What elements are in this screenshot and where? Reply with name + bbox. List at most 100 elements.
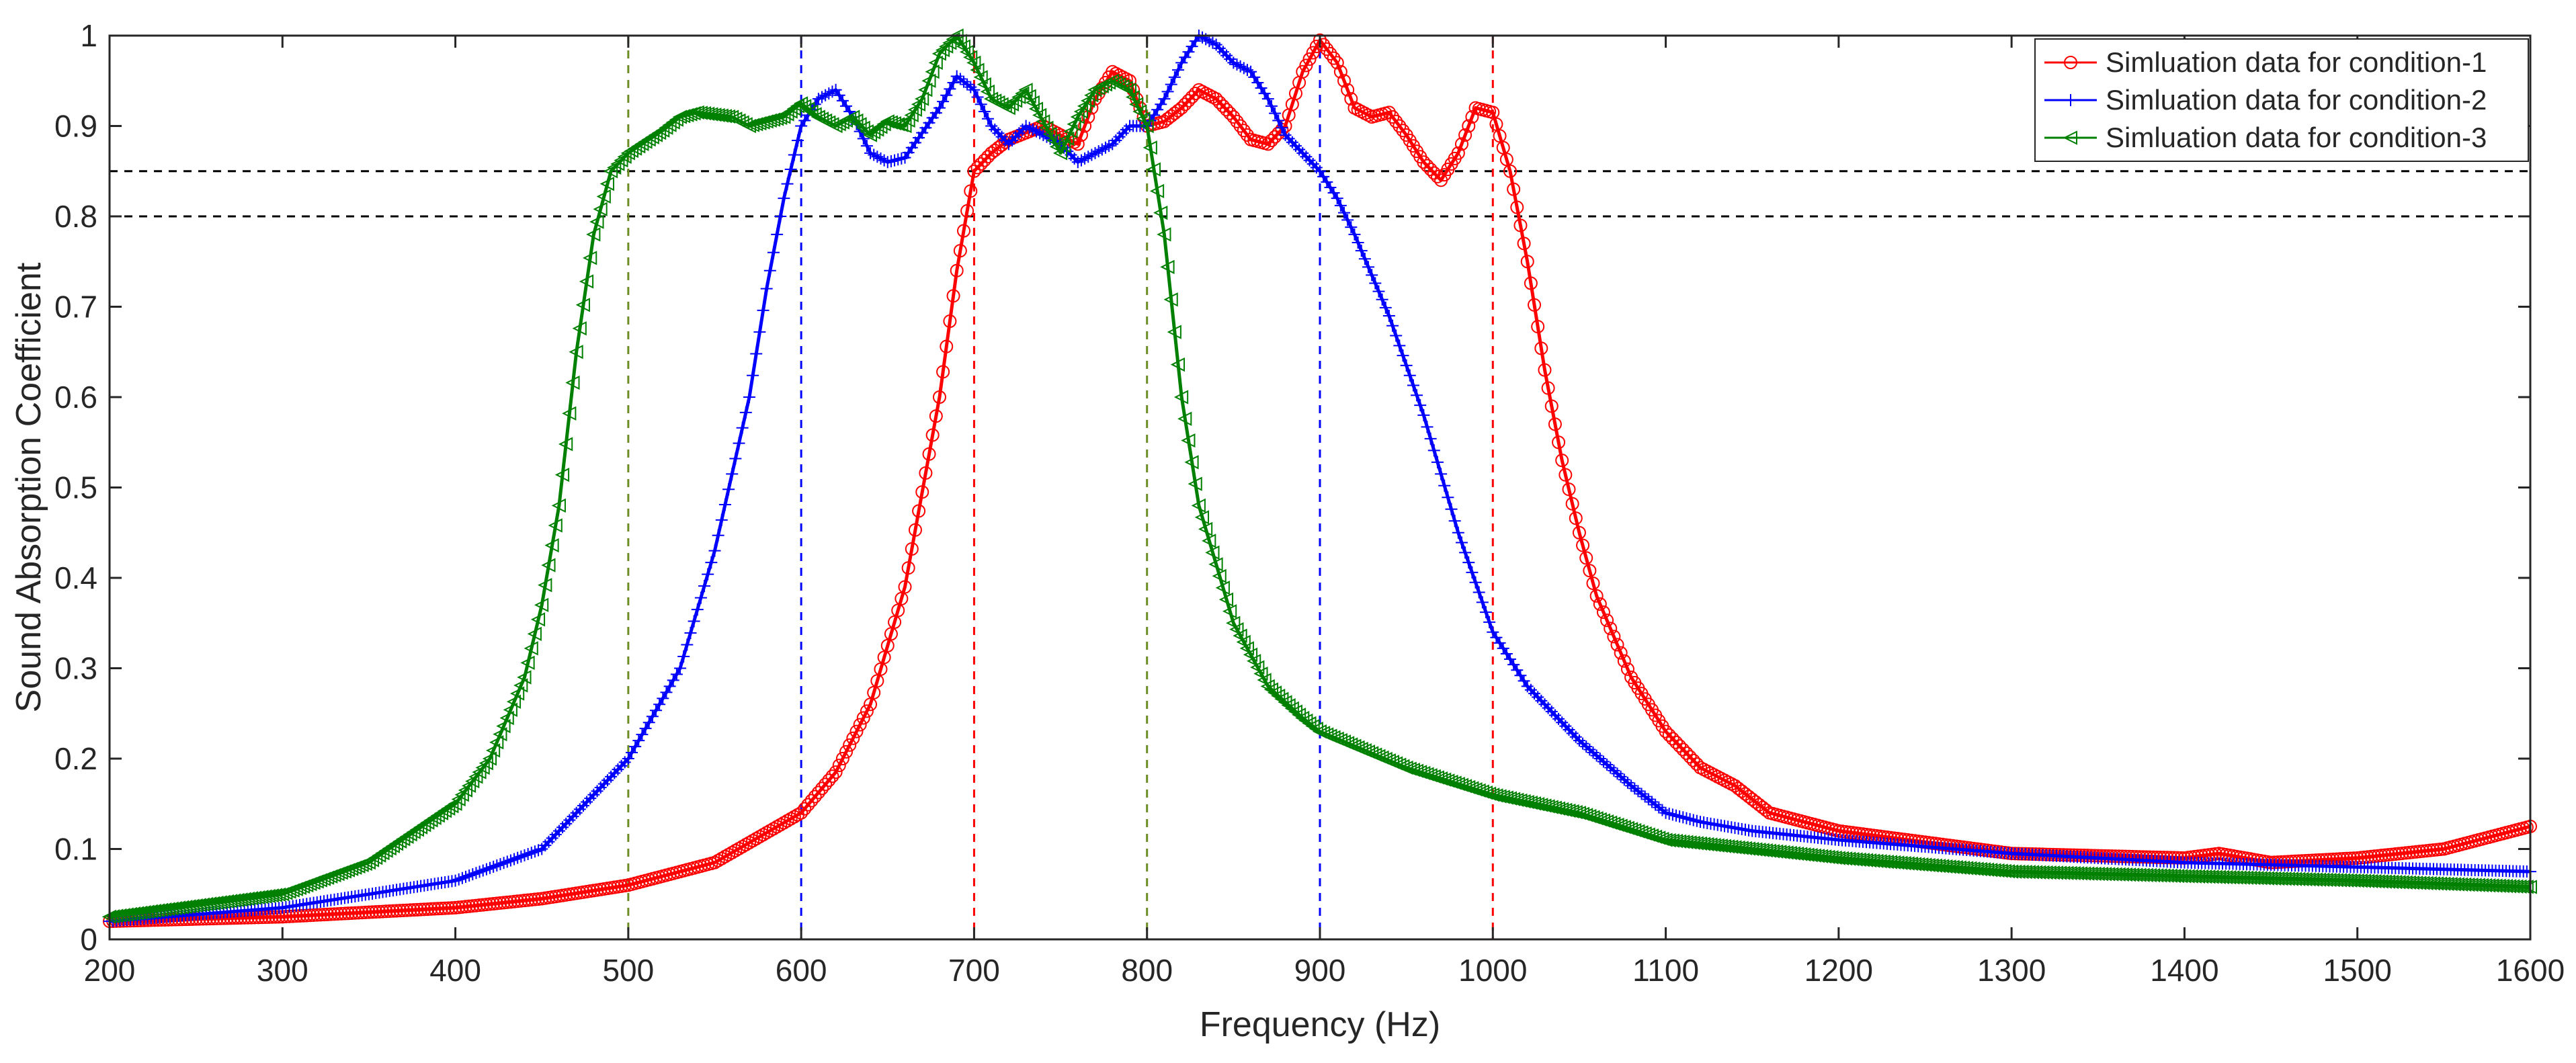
- series-3-point: [1222, 604, 1237, 619]
- series-1-point: [1534, 341, 1548, 355]
- series-3-point: [790, 99, 804, 114]
- legend-marker-2: [2065, 94, 2077, 106]
- series-1-point: [822, 773, 836, 788]
- series-1-point: [912, 504, 926, 518]
- series-3-point: [921, 73, 936, 88]
- x-tick-label-10: 1200: [1804, 953, 1873, 988]
- series-1-point: [1583, 564, 1597, 578]
- series-2-point: [1424, 432, 1437, 445]
- series-3-point: [493, 727, 507, 742]
- series-2-point: [763, 264, 776, 277]
- series-1-point: [1261, 137, 1275, 151]
- series-3-point: [579, 274, 594, 289]
- series-1-point: [742, 836, 756, 850]
- series-2-point: [1345, 221, 1358, 234]
- series-2-point: [681, 638, 694, 651]
- series-3-point: [1520, 794, 1534, 810]
- series-1-point: [1223, 106, 1237, 120]
- series-2-point: [1479, 606, 1492, 619]
- series-2-point: [694, 591, 707, 604]
- series-3-point: [541, 558, 556, 572]
- series-3-point: [1550, 801, 1566, 816]
- series-1-point: [1465, 110, 1479, 124]
- series-3-point: [749, 117, 763, 132]
- series-2-point: [982, 112, 995, 125]
- series-1-point: [1462, 119, 1476, 133]
- series-2-point: [1362, 261, 1375, 273]
- series-2-point: [788, 148, 800, 161]
- series-3-point: [1081, 93, 1095, 108]
- series-3-point: [1298, 713, 1313, 728]
- series-3-point: [1070, 110, 1085, 124]
- series-3-point: [1163, 292, 1178, 307]
- series-1-point: [1430, 169, 1444, 183]
- series-3-point: [752, 116, 767, 131]
- series-1-point: [1296, 65, 1310, 79]
- series-2-point: [1272, 114, 1285, 127]
- series-3-point: [583, 251, 597, 265]
- series-3-point: [596, 189, 611, 204]
- series-1-point: [1233, 119, 1247, 133]
- series-3-point: [1278, 695, 1292, 710]
- series-2-point: [508, 853, 521, 865]
- series-1-point: [1555, 454, 1569, 468]
- series-1-point: [849, 724, 864, 738]
- series-3-point: [1267, 685, 1282, 700]
- series-2-point: [784, 163, 797, 176]
- series-1-point: [943, 314, 957, 329]
- series-3-point: [1263, 682, 1278, 697]
- series-3-point: [669, 112, 683, 127]
- series-3-point: [1212, 568, 1227, 583]
- legend-marker-3: [2063, 130, 2077, 145]
- series-2-point: [518, 849, 531, 861]
- series-2-point: [1334, 199, 1347, 212]
- series-2-point: [1687, 814, 1700, 826]
- series-1-point: [1220, 103, 1234, 117]
- series-1-point: [860, 704, 874, 718]
- series-3-point: [1149, 183, 1165, 198]
- series-1-point: [1389, 114, 1403, 128]
- series-1-point: [835, 752, 849, 765]
- series-2-point: [722, 483, 735, 496]
- series-2-point: [515, 850, 528, 863]
- series-3-point: [793, 96, 808, 111]
- series-3-point: [1173, 390, 1189, 405]
- y-tick-label-8: 0.8: [54, 199, 97, 234]
- series-1-point: [846, 731, 860, 745]
- series-3-point: [569, 345, 583, 359]
- series-3-point: [665, 115, 680, 130]
- series-2-point: [449, 874, 462, 887]
- series-3-point: [886, 116, 902, 131]
- series-2-point: [466, 868, 479, 881]
- series-2-point: [677, 650, 690, 663]
- x-tick-label-6: 800: [1121, 953, 1173, 988]
- series-3-point: [1063, 124, 1078, 139]
- series-1-point: [1268, 130, 1282, 144]
- series-3-point: [575, 298, 590, 312]
- series-2-point: [1438, 479, 1451, 492]
- series-1-point: [1565, 497, 1579, 511]
- series-3-point: [866, 125, 881, 140]
- series-1-point: [403, 903, 417, 917]
- series-3-point: [527, 626, 542, 642]
- series-3-point: [517, 670, 532, 685]
- series-3-point: [980, 84, 995, 99]
- series-1-point: [1541, 381, 1555, 395]
- series-1-point: [1679, 746, 1694, 760]
- series-3-point: [952, 34, 967, 48]
- series-3-point: [1239, 641, 1254, 656]
- series-3-point: [745, 118, 760, 132]
- series-1-point: [1396, 124, 1410, 138]
- series-1-point: [1531, 320, 1545, 334]
- series-2-point: [750, 347, 763, 360]
- series-1-point: [313, 908, 327, 922]
- series-1-point: [1662, 728, 1676, 742]
- series-1-point: [1676, 742, 1690, 757]
- series-1-point: [324, 907, 338, 921]
- series-1-point: [950, 263, 964, 278]
- series-3-point: [1136, 112, 1151, 126]
- series-1-point: [1454, 137, 1468, 151]
- series-3-point: [1146, 162, 1161, 177]
- series-1-point: [946, 289, 960, 303]
